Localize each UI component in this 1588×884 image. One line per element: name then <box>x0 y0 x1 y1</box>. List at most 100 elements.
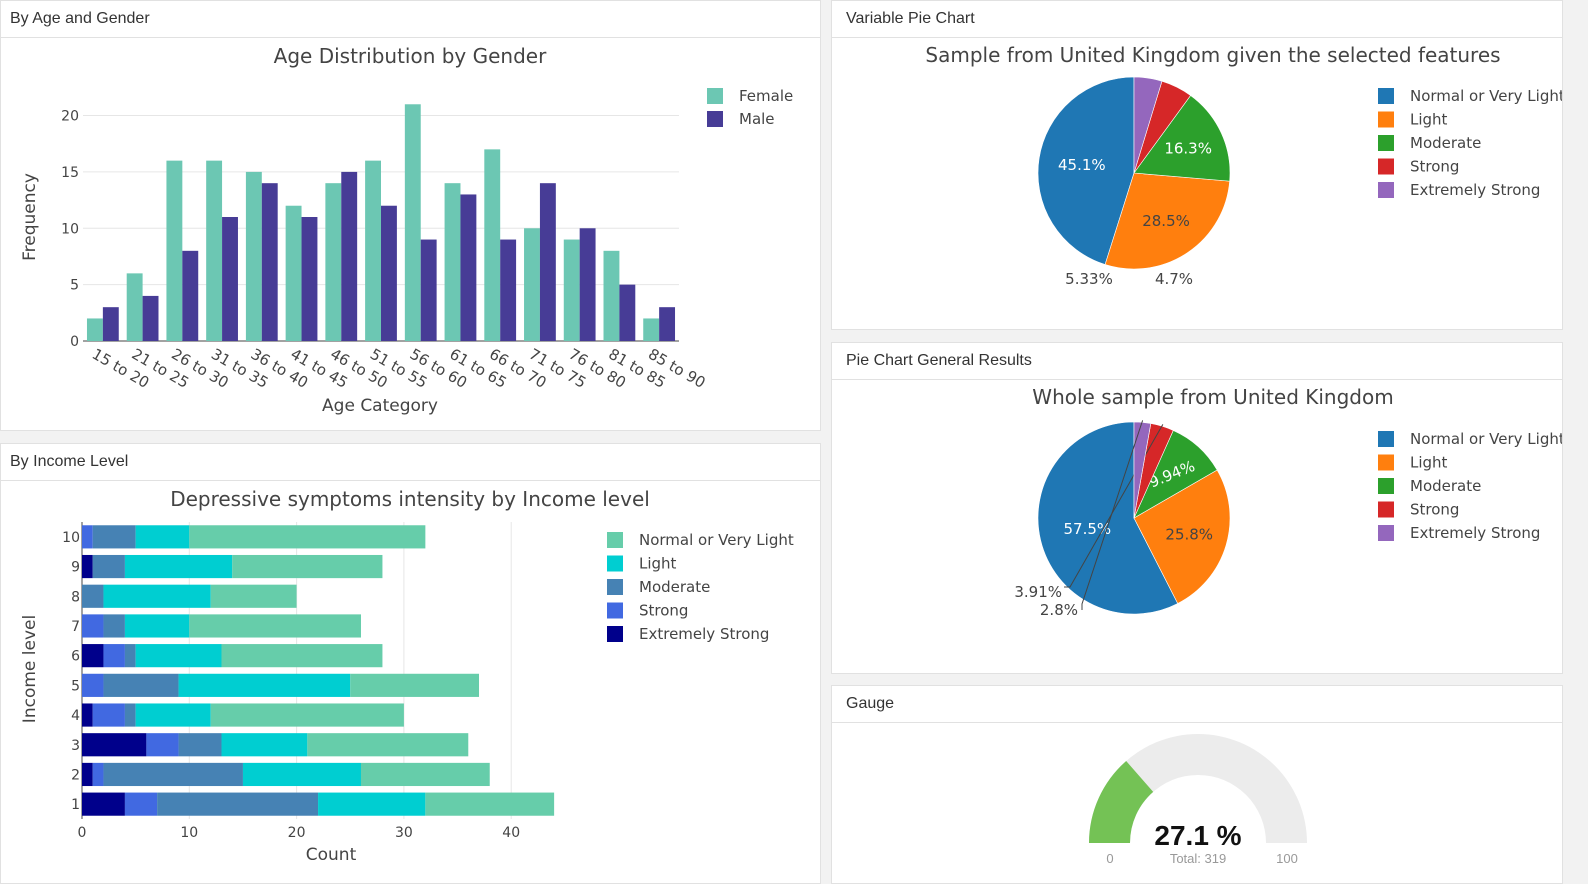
legend-swatch[interactable] <box>607 602 623 619</box>
bar-segment[interactable] <box>157 792 319 816</box>
legend-swatch[interactable] <box>1378 158 1394 175</box>
bar-segment[interactable] <box>425 792 555 816</box>
pie-slice[interactable] <box>1133 95 1231 182</box>
pie-slice[interactable] <box>1133 469 1231 604</box>
bar-male[interactable] <box>500 239 517 341</box>
bar-male[interactable] <box>261 183 278 341</box>
legend-label[interactable]: Extremely Strong <box>1410 181 1540 199</box>
legend-label[interactable]: Male <box>739 110 775 128</box>
pie-slice[interactable] <box>1104 172 1230 270</box>
bar-segment[interactable] <box>307 733 469 757</box>
bar-male[interactable] <box>381 205 397 341</box>
bar-segment[interactable] <box>189 525 426 549</box>
legend-label[interactable]: Normal or Very Light <box>1410 430 1563 448</box>
bar-segment[interactable] <box>350 673 480 697</box>
bar-female[interactable] <box>603 250 620 341</box>
legend-swatch[interactable] <box>607 532 623 548</box>
bar-segment[interactable] <box>92 703 125 727</box>
bar-female[interactable] <box>285 205 302 341</box>
bar-female[interactable] <box>245 171 262 341</box>
bar-female[interactable] <box>643 318 660 341</box>
bar-female[interactable] <box>484 149 501 341</box>
bar-segment[interactable] <box>82 673 104 697</box>
bar-segment[interactable] <box>124 644 136 668</box>
pie-slice[interactable] <box>1037 421 1179 615</box>
legend-label[interactable]: Strong <box>639 602 688 620</box>
legend-label[interactable]: Extremely Strong <box>1410 524 1540 542</box>
bar-male[interactable] <box>341 171 358 341</box>
legend-swatch[interactable] <box>607 626 623 642</box>
legend-swatch[interactable] <box>1378 454 1394 471</box>
bar-female[interactable] <box>86 318 103 341</box>
bar-segment[interactable] <box>82 584 104 608</box>
bar-segment[interactable] <box>221 733 308 757</box>
bar-male[interactable] <box>539 183 556 341</box>
legend-swatch[interactable] <box>1378 501 1394 518</box>
legend-label[interactable]: Normal or Very Light <box>639 531 794 549</box>
bar-male[interactable] <box>222 217 238 341</box>
pie-slice[interactable] <box>1133 76 1163 174</box>
bar-female[interactable] <box>166 160 183 341</box>
bar-segment[interactable] <box>82 762 93 787</box>
legend-label[interactable]: Moderate <box>1410 477 1481 495</box>
bar-segment[interactable] <box>92 554 125 579</box>
bar-male[interactable] <box>619 284 636 341</box>
bar-segment[interactable] <box>135 703 211 727</box>
bar-female[interactable] <box>365 160 381 341</box>
legend-swatch[interactable] <box>1378 111 1394 128</box>
legend-label[interactable]: Strong <box>1410 158 1459 176</box>
bar-female[interactable] <box>325 183 342 341</box>
legend-label[interactable]: Strong <box>1410 501 1459 519</box>
bar-segment[interactable] <box>82 733 147 757</box>
legend-swatch[interactable] <box>1378 182 1394 198</box>
legend-swatch[interactable] <box>1378 135 1394 151</box>
legend-swatch[interactable] <box>1378 525 1394 541</box>
bar-segment[interactable] <box>124 792 158 816</box>
bar-male[interactable] <box>182 250 199 341</box>
bar-segment[interactable] <box>103 762 243 787</box>
bar-segment[interactable] <box>135 644 222 668</box>
legend-swatch[interactable] <box>607 555 623 572</box>
bar-male[interactable] <box>102 307 119 341</box>
bar-segment[interactable] <box>103 673 179 697</box>
bar-female[interactable] <box>404 104 421 341</box>
bar-segment[interactable] <box>124 703 136 727</box>
legend-swatch[interactable] <box>1378 478 1394 494</box>
legend-swatch[interactable] <box>1378 431 1394 447</box>
legend-label[interactable]: Normal or Very Light <box>1410 87 1563 105</box>
bar-segment[interactable] <box>92 525 136 549</box>
legend-label[interactable]: Female <box>739 87 793 105</box>
bar-male[interactable] <box>460 194 477 341</box>
legend-label[interactable]: Moderate <box>1410 134 1481 152</box>
legend-label[interactable]: Moderate <box>639 578 710 596</box>
legend-label[interactable]: Light <box>639 555 677 573</box>
bar-segment[interactable] <box>82 525 93 549</box>
bar-female[interactable] <box>206 160 223 341</box>
bar-male[interactable] <box>579 228 596 341</box>
bar-segment[interactable] <box>82 703 93 727</box>
bar-segment[interactable] <box>210 584 297 608</box>
legend-swatch[interactable] <box>707 88 723 104</box>
bar-segment[interactable] <box>178 673 351 697</box>
bar-segment[interactable] <box>103 584 211 608</box>
bar-segment[interactable] <box>210 703 404 727</box>
bar-segment[interactable] <box>232 554 383 579</box>
bar-segment[interactable] <box>124 614 190 638</box>
legend-swatch[interactable] <box>1378 88 1394 104</box>
bar-segment[interactable] <box>242 762 361 787</box>
bar-segment[interactable] <box>318 792 426 816</box>
bar-segment[interactable] <box>82 644 104 668</box>
bar-segment[interactable] <box>82 792 125 816</box>
bar-female[interactable] <box>126 273 143 341</box>
bar-female[interactable] <box>563 239 580 341</box>
bar-female[interactable] <box>524 228 540 341</box>
bar-segment[interactable] <box>360 762 490 787</box>
bar-male[interactable] <box>142 295 159 341</box>
bar-female[interactable] <box>444 183 461 341</box>
bar-segment[interactable] <box>146 733 179 757</box>
legend-label[interactable]: Extremely Strong <box>639 625 769 643</box>
bar-segment[interactable] <box>103 644 125 668</box>
bar-segment[interactable] <box>92 762 104 787</box>
bar-male[interactable] <box>301 217 318 341</box>
legend-label[interactable]: Light <box>1410 454 1448 472</box>
